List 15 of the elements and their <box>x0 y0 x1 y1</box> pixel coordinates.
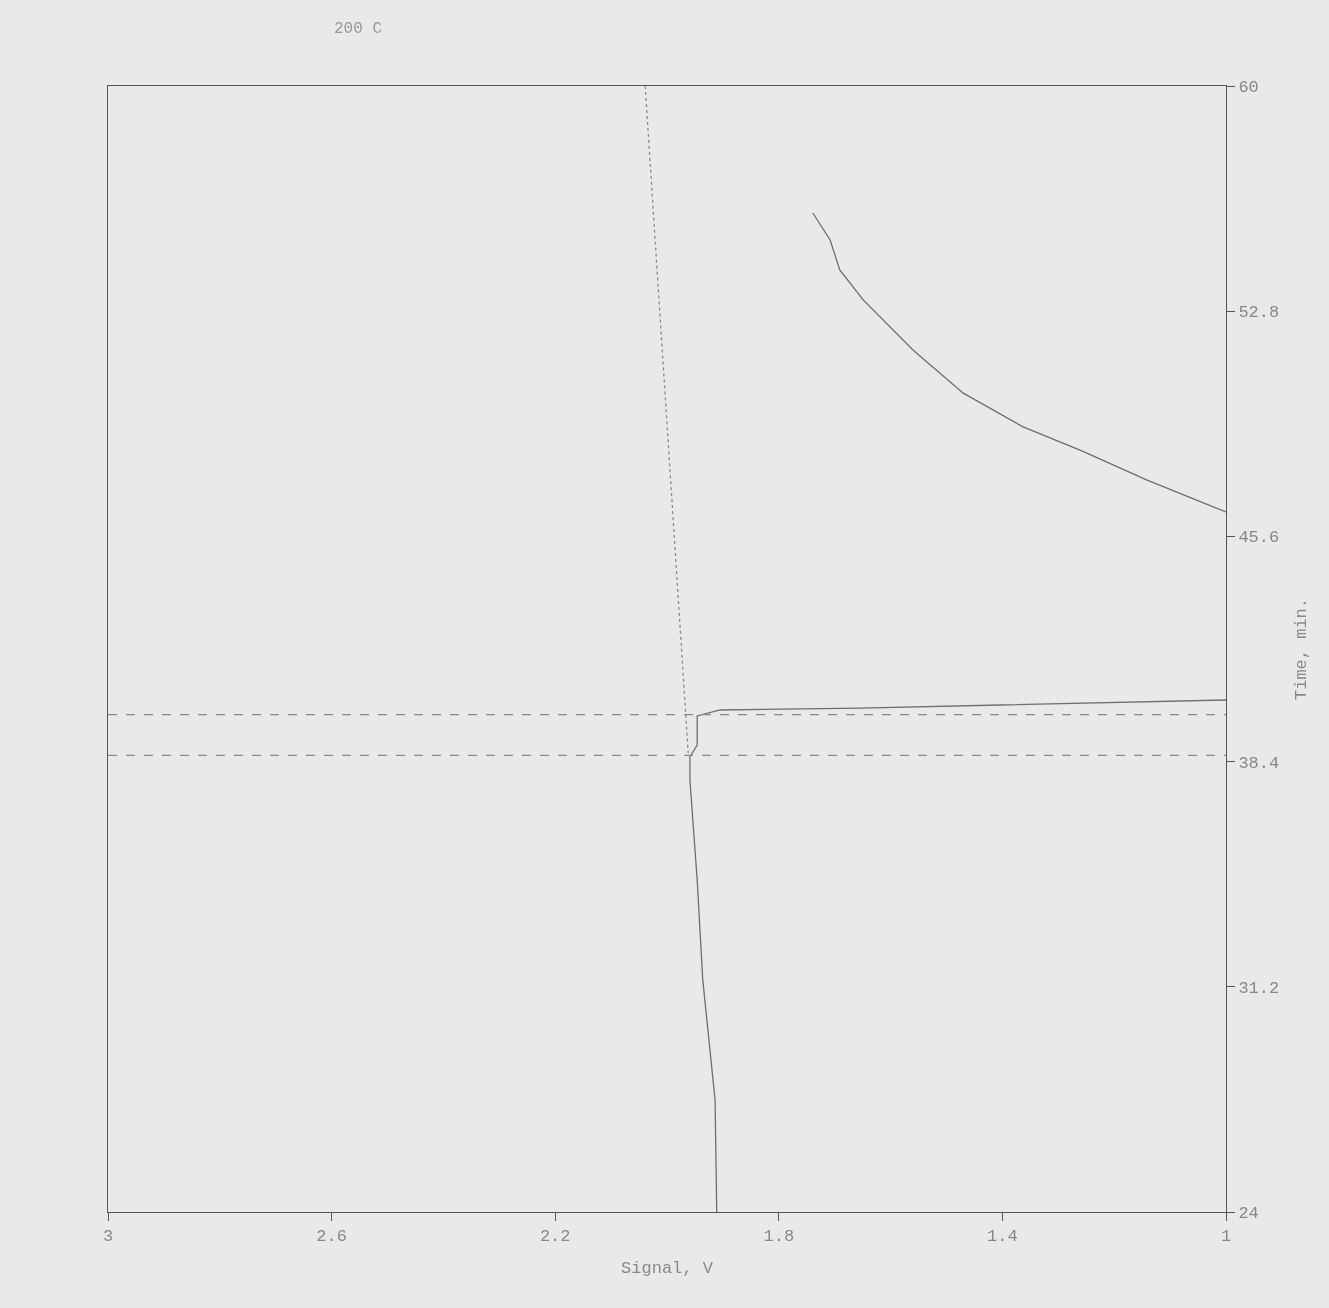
y-tick-label: 60 <box>1238 77 1259 97</box>
y-tick-label: 38.4 <box>1238 753 1280 773</box>
y-axis-title: Time, min. <box>1291 597 1311 701</box>
y-tick-label: 45.6 <box>1238 528 1280 548</box>
x-tick-label: 1.4 <box>987 1227 1018 1247</box>
x-tick-label: 1.8 <box>763 1227 795 1247</box>
y-tick-label: 31.2 <box>1238 978 1280 998</box>
text: 200 C <box>334 20 383 38</box>
x-tick-label: 2.6 <box>316 1227 347 1247</box>
x-tick-label: 2.2 <box>539 1227 571 1247</box>
x-axis-title: Signal, V <box>621 1258 714 1278</box>
y-tick-label: 52.8 <box>1238 303 1280 323</box>
x-tick-label: 3 <box>102 1227 114 1247</box>
y-tick-label: 24 <box>1238 1203 1259 1223</box>
x-tick-label: 1 <box>1220 1227 1232 1247</box>
